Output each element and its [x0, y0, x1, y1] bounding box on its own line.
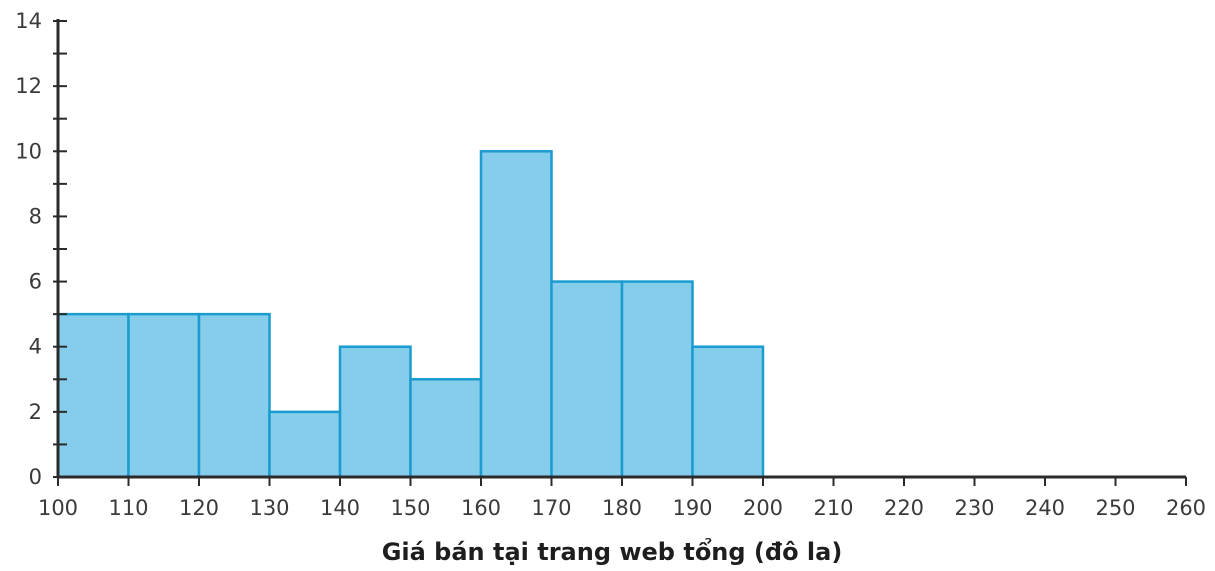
x-tick-label-150: 150	[390, 496, 430, 520]
x-tick-label-200: 200	[743, 496, 783, 520]
x-tick-label-240: 240	[1025, 496, 1065, 520]
x-tick-label-250: 250	[1095, 496, 1135, 520]
histogram-bar-160-170	[479, 150, 553, 479]
x-tick-label-100: 100	[38, 496, 78, 520]
histogram-bar-130-140	[268, 410, 342, 479]
y-tick-label-10: 10	[15, 139, 42, 163]
x-tick-label-180: 180	[602, 496, 642, 520]
x-tick-label-120: 120	[179, 496, 219, 520]
histogram-bar-180-190	[620, 280, 694, 479]
x-tick-label-110: 110	[108, 496, 148, 520]
y-tick-label-4: 4	[29, 335, 42, 359]
x-tick-label-140: 140	[320, 496, 360, 520]
y-tick-label-14: 14	[15, 9, 42, 33]
histogram-bar-110-120	[127, 312, 201, 479]
x-tick-label-230: 230	[954, 496, 994, 520]
x-tick-label-220: 220	[884, 496, 924, 520]
histogram-bar-170-180	[550, 280, 624, 479]
y-tick-label-2: 2	[29, 400, 42, 424]
y-ticks-group: 0 2 4 6 8 10 12 14	[15, 9, 67, 489]
histogram-bar-150-160	[409, 378, 483, 479]
x-tick-label-130: 130	[249, 496, 289, 520]
histogram-bar-100-110	[56, 312, 130, 479]
x-axis-title: Giá bán tại trang web tổng (đô la)	[382, 536, 843, 566]
y-tick-label-6: 6	[29, 270, 42, 294]
x-tick-label-210: 210	[813, 496, 853, 520]
x-tick-label-190: 190	[672, 496, 712, 520]
y-tick-label-8: 8	[29, 204, 42, 228]
y-tick-label-0: 0	[29, 465, 42, 489]
x-tick-label-160: 160	[461, 496, 501, 520]
x-ticks-group: 100 110 120 130 140 150 160 170 180 190 200 210 220 2…	[38, 477, 1206, 520]
y-tick-label-12: 12	[15, 74, 42, 98]
histogram-bar-140-150	[338, 345, 412, 479]
bars-group	[56, 150, 765, 479]
histogram-bar-120-130	[197, 312, 271, 479]
x-tick-label-260: 260	[1166, 496, 1206, 520]
x-tick-label-170: 170	[531, 496, 571, 520]
histogram-bar-190-200	[691, 345, 765, 479]
